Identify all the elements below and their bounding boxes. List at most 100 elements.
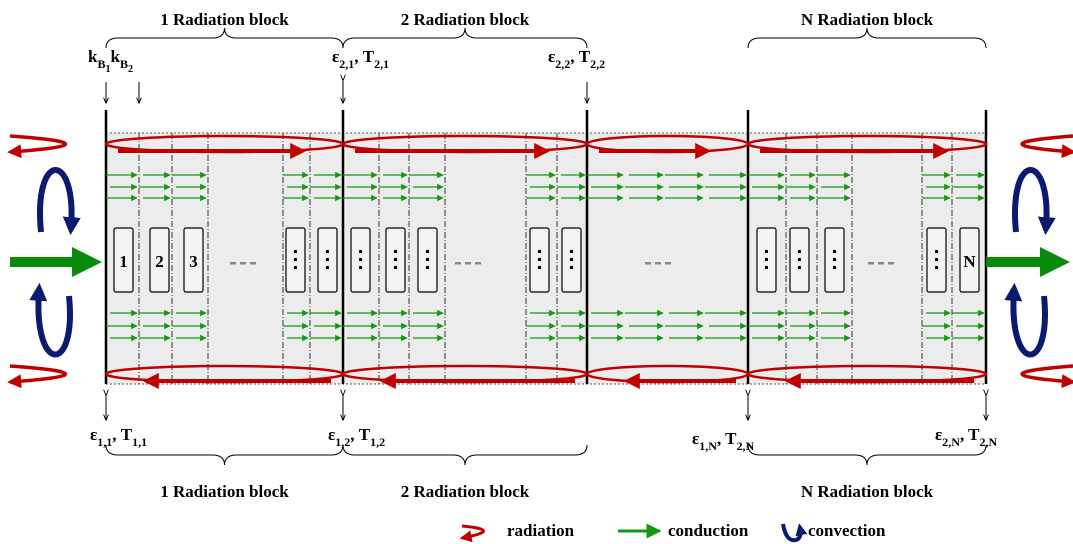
ellipsis-dot bbox=[465, 262, 471, 265]
formula-part: ε bbox=[90, 425, 97, 444]
dot bbox=[326, 250, 329, 253]
dot bbox=[765, 250, 768, 253]
dot bbox=[570, 250, 573, 253]
formula-part: 1,1 bbox=[132, 435, 147, 449]
formula-label: ε1,1, T1,1 bbox=[90, 425, 147, 449]
dot bbox=[426, 250, 429, 253]
ellipsis-dot bbox=[240, 262, 246, 265]
dot bbox=[833, 258, 836, 261]
formula-part: 2,1 bbox=[374, 57, 389, 71]
layer-box bbox=[149, 227, 170, 293]
dot bbox=[426, 258, 429, 261]
dot bbox=[833, 250, 836, 253]
dot bbox=[833, 266, 836, 269]
radiation-loop bbox=[1020, 364, 1073, 389]
formula-part: 2,N bbox=[979, 435, 997, 449]
formula-part: 1,1 bbox=[97, 435, 112, 449]
ellipsis-dot bbox=[878, 262, 884, 265]
ellipsis-dot bbox=[868, 262, 874, 265]
formula-part: 2,1 bbox=[339, 57, 354, 71]
dot bbox=[426, 266, 429, 269]
formula-label: kB1kB2 bbox=[88, 47, 133, 75]
ellipsis-dot bbox=[475, 262, 481, 265]
block-label: 1 Radiation block bbox=[160, 10, 289, 29]
formula-part: ε bbox=[692, 429, 699, 448]
convection-arrow bbox=[37, 167, 81, 236]
dot bbox=[359, 266, 362, 269]
formula-part: k bbox=[88, 47, 98, 66]
block-label: 2 Radiation block bbox=[401, 10, 530, 29]
dot bbox=[326, 266, 329, 269]
formula-part: ε bbox=[332, 47, 339, 66]
dot bbox=[570, 258, 573, 261]
dot bbox=[359, 250, 362, 253]
formula-part: , T bbox=[570, 47, 591, 66]
radiation-loop bbox=[7, 134, 67, 159]
formula-part: , T bbox=[112, 425, 133, 444]
dot bbox=[294, 250, 297, 253]
layer-box bbox=[183, 227, 204, 293]
formula-part: 1,2 bbox=[335, 435, 350, 449]
ellipsis-dot bbox=[655, 262, 661, 265]
dot bbox=[765, 266, 768, 269]
formula-part: ε bbox=[328, 425, 335, 444]
convection-arrow bbox=[1004, 282, 1048, 358]
top-brace bbox=[342, 27, 588, 49]
top-brace bbox=[747, 27, 987, 49]
dot bbox=[538, 266, 541, 269]
block-label: N Radiation block bbox=[801, 482, 934, 501]
formula-part: 1,N bbox=[699, 439, 717, 453]
radiation-loop bbox=[7, 364, 67, 389]
formula-part: ε bbox=[935, 425, 942, 444]
formula-label: ε1,N, T2,N bbox=[692, 429, 754, 453]
dot bbox=[798, 266, 801, 269]
formula-part: , T bbox=[960, 425, 980, 444]
formula-part: 2 bbox=[128, 64, 133, 75]
legend-label: convection bbox=[808, 521, 886, 540]
legend-convection bbox=[781, 523, 808, 543]
formula-label: ε1,2, T1,2 bbox=[328, 425, 385, 449]
formula-part: 1,2 bbox=[370, 435, 385, 449]
dot bbox=[798, 258, 801, 261]
convection-arrow bbox=[1012, 167, 1056, 236]
dot bbox=[538, 250, 541, 253]
ellipsis-dot bbox=[645, 262, 651, 265]
dot bbox=[394, 258, 397, 261]
dot bbox=[570, 266, 573, 269]
convection-arrow bbox=[29, 282, 73, 358]
block-label: 1 Radiation block bbox=[160, 482, 289, 501]
ellipsis-dot bbox=[455, 262, 461, 265]
dot bbox=[935, 250, 938, 253]
dot bbox=[294, 266, 297, 269]
ellipsis-dot bbox=[250, 262, 256, 265]
layer-label: 1 bbox=[119, 252, 128, 271]
dot bbox=[538, 258, 541, 261]
bottom-brace bbox=[105, 444, 344, 466]
formula-part: 2,N bbox=[736, 439, 754, 453]
top-brace bbox=[105, 27, 344, 49]
formula-part: 2,2 bbox=[555, 57, 570, 71]
formula-part: 2,N bbox=[942, 435, 960, 449]
formula-part: 2,2 bbox=[590, 57, 605, 71]
formula-part: , T bbox=[354, 47, 375, 66]
formula-label: ε2,2, T2,2 bbox=[548, 47, 605, 71]
formula-part: k bbox=[110, 47, 120, 66]
dot bbox=[935, 266, 938, 269]
ellipsis-dot bbox=[888, 262, 894, 265]
dot bbox=[359, 258, 362, 261]
layer-label: 3 bbox=[189, 252, 198, 271]
dot bbox=[294, 258, 297, 261]
dot bbox=[798, 250, 801, 253]
block-label: 2 Radiation block bbox=[401, 482, 530, 501]
bottom-brace bbox=[747, 444, 987, 466]
formula-part: , T bbox=[717, 429, 737, 448]
formula-part: B bbox=[120, 57, 128, 71]
block-label: N Radiation block bbox=[801, 10, 934, 29]
radiation-loop bbox=[1020, 134, 1073, 159]
dot bbox=[394, 266, 397, 269]
legend-label: conduction bbox=[668, 521, 749, 540]
layer-label: 2 bbox=[155, 252, 164, 271]
dot bbox=[326, 258, 329, 261]
